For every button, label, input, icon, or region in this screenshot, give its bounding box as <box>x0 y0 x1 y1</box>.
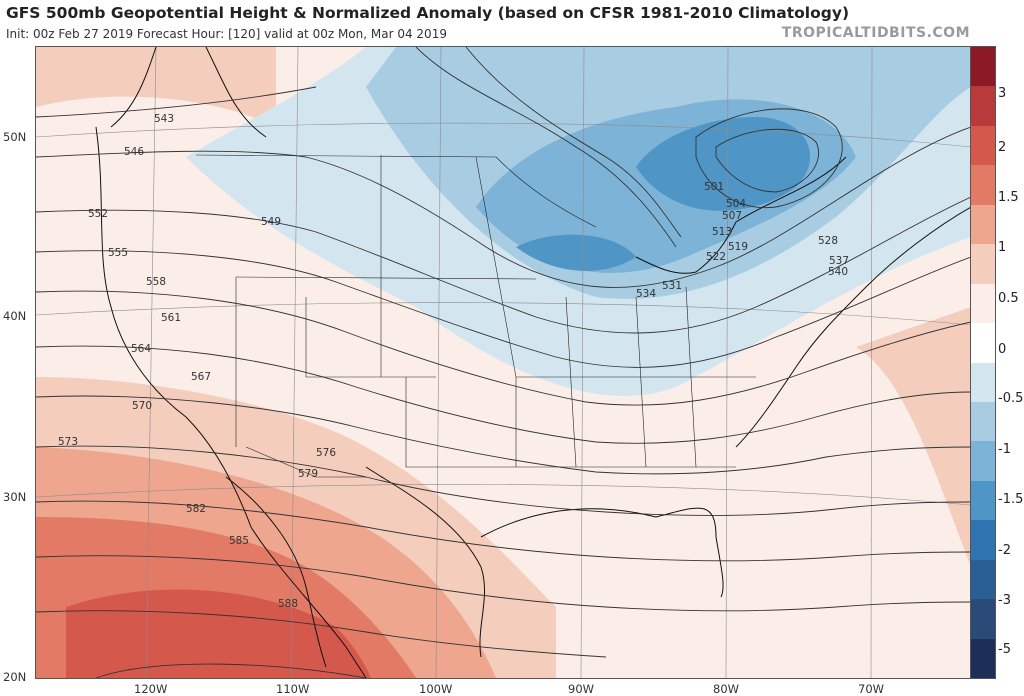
map-title: GFS 500mb Geopotential Height & Normaliz… <box>6 4 850 22</box>
contour-label: 585 <box>229 535 249 547</box>
colorbar-swatch <box>971 362 995 402</box>
height-contours <box>36 47 971 678</box>
contour-label: 564 <box>131 343 151 355</box>
contour-label: 570 <box>132 400 152 412</box>
map-subtitle: Init: 00z Feb 27 2019 Forecast Hour: [12… <box>6 27 447 41</box>
contour-label: 576 <box>316 447 336 459</box>
contour-label: 534 <box>636 288 656 300</box>
contour-label-group: 543 546 549 552 555 558 561 564 567 570 … <box>58 113 849 610</box>
colorbar-swatch <box>971 520 995 560</box>
coastlines <box>95 47 971 678</box>
contour-label: 555 <box>108 247 128 259</box>
lat-label-40n: 40N <box>3 309 27 323</box>
colorbar-label: -3 <box>998 593 1011 608</box>
contour-label: 579 <box>298 468 318 480</box>
lon-label-80w: 80W <box>713 682 740 696</box>
colorbar-label: 0 <box>998 342 1007 357</box>
contour-label: 531 <box>662 280 682 292</box>
colorbar-label: 0.5 <box>998 291 1019 306</box>
colorbar-label: 1.5 <box>998 190 1019 205</box>
colorbar-swatch <box>971 125 995 166</box>
map-canvas: 543 546 549 552 555 558 561 564 567 570 … <box>36 47 971 678</box>
warm-anomaly-east <box>856 307 971 567</box>
colorbar-swatch <box>971 401 995 442</box>
colorbar-label: -0.5 <box>998 391 1024 406</box>
colorbar-label: 3 <box>998 86 1007 101</box>
contour-label: 540 <box>828 266 848 278</box>
colorbar-swatch <box>971 599 995 639</box>
contour-label: 558 <box>146 276 166 288</box>
site-credit: TROPICALTIDBITS.COM <box>781 25 970 41</box>
contour-label: 561 <box>161 312 181 324</box>
contour-label: 537 <box>829 255 849 267</box>
colorbar-swatch <box>971 638 995 678</box>
colorbar-label: -5 <box>998 642 1011 657</box>
colorbar-swatch <box>971 283 995 324</box>
contour-label: 567 <box>191 371 211 383</box>
contour-label: 501 <box>704 181 724 193</box>
contour-label: 549 <box>261 216 281 228</box>
contour-label: 504 <box>726 198 746 210</box>
colorbar-swatch <box>971 47 995 87</box>
lat-label-50n: 50N <box>3 130 27 144</box>
contour-label: 513 <box>712 226 732 238</box>
contour-label: 588 <box>278 598 298 610</box>
lon-label-110w: 110W <box>276 682 310 696</box>
contour-label: 519 <box>728 241 748 253</box>
colorbar-swatch <box>971 86 995 126</box>
contour-label: 546 <box>124 146 144 158</box>
contour-label: 552 <box>88 208 108 220</box>
lon-label-70w: 70W <box>858 682 885 696</box>
graticule <box>36 47 971 678</box>
contour-label: 522 <box>706 251 726 263</box>
lon-label-120w: 120W <box>134 682 168 696</box>
state-borders <box>195 154 756 478</box>
colorbar-swatch <box>971 441 995 481</box>
contour-label: 573 <box>58 436 78 448</box>
colorbar-label: -1 <box>998 442 1011 457</box>
colorbar-label: -1.5 <box>998 492 1024 507</box>
contour-label: 582 <box>186 503 206 515</box>
colorbar-swatch <box>971 480 995 521</box>
contour-label: 543 <box>154 113 174 125</box>
colorbar-swatch <box>971 244 995 284</box>
lat-label-20n: 20N <box>3 670 27 684</box>
colorbar <box>970 46 996 679</box>
contour-label: 528 <box>818 235 838 247</box>
colorbar-swatch <box>971 323 995 363</box>
cold-anomaly-5 <box>516 234 636 271</box>
colorbar-swatch <box>971 165 995 205</box>
colorbar-swatch <box>971 559 995 600</box>
lon-label-100w: 100W <box>419 682 453 696</box>
weather-map: 543 546 549 552 555 558 561 564 567 570 … <box>35 46 972 679</box>
colorbar-label: 2 <box>998 140 1007 155</box>
lat-label-30n: 30N <box>3 490 27 504</box>
cold-anomaly-4 <box>636 117 811 211</box>
colorbar-swatch <box>971 204 995 245</box>
lon-label-90w: 90W <box>568 682 595 696</box>
colorbar-label: -2 <box>998 543 1011 558</box>
colorbar-label: 1 <box>998 240 1007 255</box>
contour-label: 507 <box>722 210 742 222</box>
